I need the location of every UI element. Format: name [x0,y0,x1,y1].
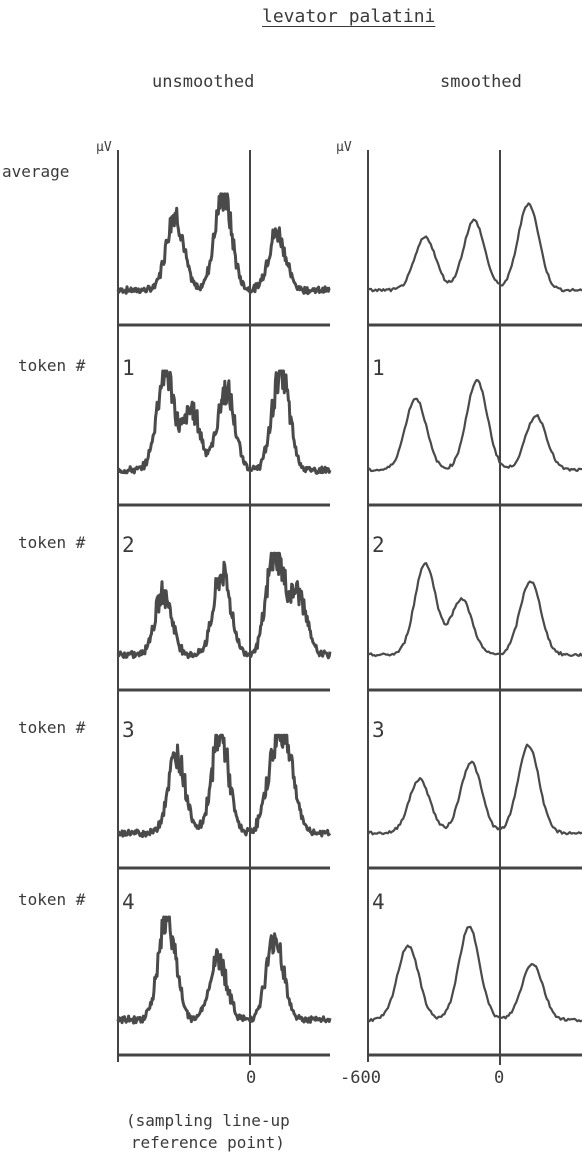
y-unit-right: µV [336,140,352,155]
trace-smoothed-average [367,202,582,293]
panel-number-3-right: 3 [372,718,385,742]
trace-unsmoothed-token-1 [117,369,332,475]
panel-number-1-left: 1 [122,356,135,380]
column-header-unsmoothed: unsmoothed [152,72,255,92]
panel-number-2-right: 2 [372,533,385,557]
trace-unsmoothed-token-2 [116,551,332,660]
trace-smoothed-token-3 [367,743,582,836]
x-tick-right-0: 0 [494,1068,505,1088]
panel-number-4-left: 4 [122,890,135,914]
x-tick-left-0: 0 [246,1068,257,1088]
chart-title: levator palatini [262,6,436,27]
panel-number-4-right: 4 [372,890,385,914]
x-tick-right-minus600: -600 [340,1068,381,1088]
row-label-average: average [2,162,70,181]
row-label-token-4: token # [18,890,86,909]
row-label-token-2: token # [18,533,86,552]
footnote: (sampling line-up reference point) [126,1110,290,1154]
panel-number-1-right: 1 [372,356,385,380]
trace-unsmoothed-token-3 [116,733,332,839]
trace-unsmoothed-token-4 [116,915,332,1025]
panel-number-3-left: 3 [122,718,135,742]
trace-unsmoothed-average [116,192,331,296]
row-label-token-1: token # [18,356,86,375]
trace-smoothed-token-4 [367,925,582,1023]
column-header-smoothed: smoothed [440,72,522,92]
footnote-line-2: reference point) [130,1133,285,1152]
row-label-token-3: token # [18,718,86,737]
footnote-line-1: (sampling line-up [126,1111,290,1130]
trace-smoothed-token-1 [367,379,582,473]
trace-smoothed-token-2 [367,562,582,658]
y-unit-left: µV [96,140,112,155]
panel-number-2-left: 2 [122,533,135,557]
